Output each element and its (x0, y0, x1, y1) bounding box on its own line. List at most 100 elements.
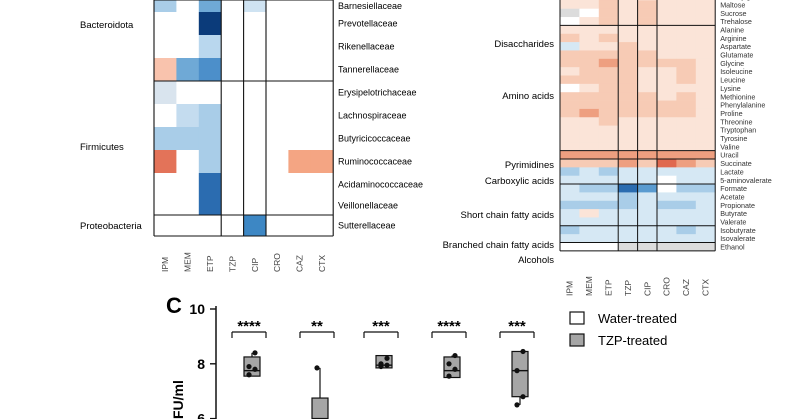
metabolite-cell (637, 200, 658, 210)
heatmap-cell-erysipelotrichaceae-etp (198, 81, 222, 105)
metabolite-cell (598, 142, 619, 152)
metabolite-heatmap-cells (560, 0, 716, 252)
metabolite-cell (676, 133, 697, 143)
heatmap-cell-erysipelotrichaceae-ipm (154, 81, 177, 105)
metabolite-cell (579, 67, 600, 76)
metabolite-cell (579, 192, 600, 202)
heatmap-cell-lachnospiraceae-tzp (221, 104, 244, 128)
heatmap-cell-acidaminococcaceae-tzp (221, 173, 244, 197)
metabolite-cell (676, 17, 697, 26)
metabolite-cell (637, 100, 658, 110)
metabolite-cell (676, 33, 697, 43)
metabolite-cell (618, 50, 638, 60)
metabolite-cell (598, 25, 619, 35)
metabolite-cell (579, 8, 600, 18)
metabolite-label: Ethanol (720, 243, 745, 252)
metabolite-cell (637, 33, 658, 43)
metabolite-cell (618, 175, 638, 185)
y-axis-ticks: 10 8 6 (189, 301, 216, 419)
metabolite-label: Valerate (720, 218, 746, 227)
legend-tzp-swatch (569, 333, 585, 347)
heatmap-cell-rikenellaceae-mem (176, 35, 200, 59)
metabolite-cell (598, 184, 619, 193)
column-label: MEM (584, 276, 594, 296)
data-point (446, 361, 452, 367)
heatmap-cell-rikenellaceae-cro (266, 35, 289, 59)
metabolite-label: Valine (720, 142, 739, 151)
metabolite-cell (637, 117, 658, 126)
metabolite-cell (657, 67, 677, 76)
box (443, 356, 461, 379)
metabolite-label: Formate (720, 184, 747, 193)
metabolite-cell (657, 209, 677, 218)
metabolite-cell (676, 209, 697, 218)
metabolite-cell (695, 150, 716, 160)
heatmap-cell-prevotellaceae-tzp (221, 12, 244, 36)
family-label: Rikenellaceae (338, 42, 395, 52)
metabolite-cell (657, 25, 677, 35)
metabolite-cell (695, 42, 716, 51)
heatmap-cell-tannerellaceae-ipm (154, 58, 177, 82)
box-group-5: *** (499, 318, 535, 408)
metabolite-cell (618, 42, 638, 51)
heatmap-cell-sutterellaceae-cip (243, 215, 267, 237)
metabolite-cell (618, 0, 638, 10)
column-label: CTX (317, 255, 327, 272)
heatmap-cell-butyricicoccaceae-mem (176, 127, 200, 151)
metabolite-label: Trehalose (720, 17, 752, 26)
heatmap-cell-sutterellaceae-mem (176, 215, 200, 237)
metabolite-cell (637, 17, 658, 26)
metabolite-cell (676, 159, 697, 168)
group-label: Pyrimidines (505, 160, 554, 171)
metabolite-cell (598, 234, 619, 243)
heatmap-cell-veillonellaceae-ctx (310, 196, 334, 216)
y-tick-label: 8 (197, 356, 205, 372)
metabolite-cell (598, 133, 619, 143)
metabolite-cell (695, 234, 716, 243)
metabolite-cell (579, 175, 600, 185)
heatmap-cell-ruminococcaceae-caz (288, 150, 312, 174)
box-group-2: ** (299, 318, 335, 419)
metabolite-cell (637, 217, 658, 227)
heatmap-cell-barnesiellaceae-etp (198, 0, 222, 13)
metabolite-cell (579, 225, 600, 235)
metabolite-label: Aspartate (720, 42, 751, 51)
metabolite-cell (618, 17, 638, 26)
metabolite-cell (637, 8, 658, 18)
data-point (252, 350, 258, 356)
metabolite-cell (657, 83, 677, 93)
metabolite-cell (579, 125, 600, 135)
group-label: Alcohols (518, 255, 554, 266)
heatmap-cell-butyricicoccaceae-ctx (310, 127, 334, 151)
heatmap-cell-lachnospiraceae-caz (288, 104, 312, 128)
metabolite-cell (618, 117, 638, 126)
metabolite-cell (598, 8, 619, 18)
legend-water-label: Water-treated (598, 311, 677, 326)
heatmap-cell-prevotellaceae-etp (198, 12, 222, 36)
data-point (246, 372, 252, 378)
metabolite-cell (598, 58, 619, 68)
metabolite-cell (695, 117, 716, 126)
metabolite-group-labels: Disaccharides Amino acids Pyrimidines Carbo… (443, 39, 555, 266)
metabolite-cell (657, 184, 677, 193)
significance-stars: **** (237, 318, 261, 335)
metabolite-cell (579, 75, 600, 85)
metabolite-cell (560, 58, 580, 68)
metabolite-cell (637, 225, 658, 235)
metabolite-cell (560, 117, 580, 126)
data-point (384, 362, 390, 368)
heatmap-cell-erysipelotrichaceae-ctx (310, 81, 334, 105)
metabolite-cell (695, 108, 716, 118)
heatmap-cell-butyricicoccaceae-caz (288, 127, 312, 151)
metabolite-cell (657, 133, 677, 143)
metabolite-label: Succinate (720, 159, 752, 168)
metabolite-label: N-acetylglucosamine (720, 0, 787, 1)
heatmap-cell-veillonellaceae-ipm (154, 196, 177, 216)
column-label: IPM (160, 257, 170, 272)
metabolite-cell (598, 125, 619, 135)
metabolite-cell (560, 234, 580, 243)
column-label: ETP (205, 255, 215, 272)
metabolite-cell (618, 33, 638, 43)
metabolite-cell (695, 33, 716, 43)
